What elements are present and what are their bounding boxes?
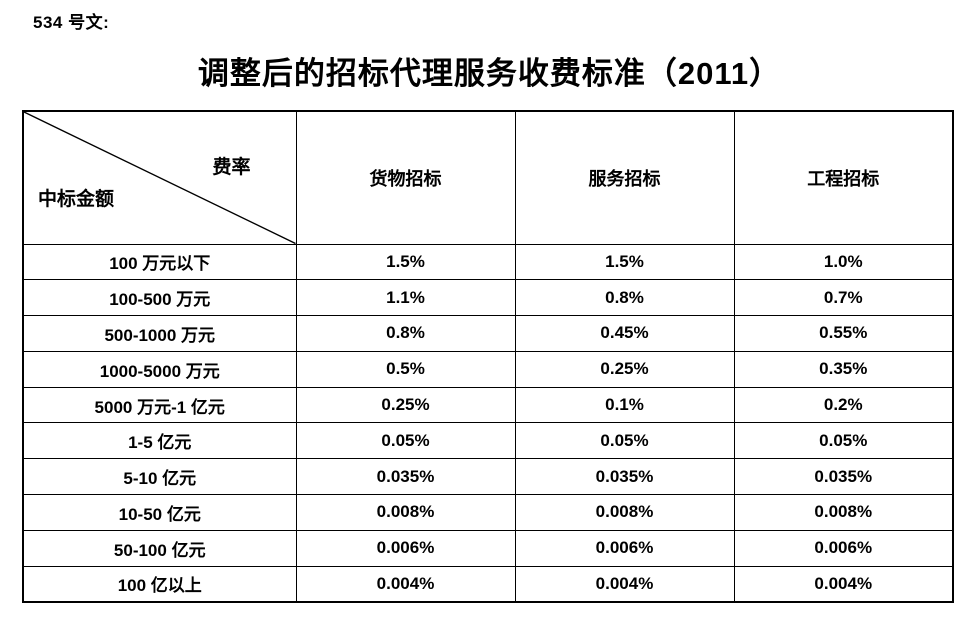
fee-cell: 0.008% <box>733 494 954 531</box>
page-title: 调整后的招标代理服务收费标准（2011） <box>197 56 782 91</box>
row-label: 1000-5000 万元 <box>22 350 297 388</box>
row-label: 5000 万元-1 亿元 <box>22 386 297 424</box>
row-label: 1-5 亿元 <box>22 422 297 460</box>
fee-cell: 1.0% <box>733 243 954 281</box>
fee-cell: 0.035% <box>295 458 516 496</box>
column-header-engineering-bidding: 工程招标 <box>733 110 954 245</box>
corner-header-cell: 费率 中标金额 <box>22 110 297 245</box>
fee-cell: 0.45% <box>514 315 735 352</box>
fee-cell: 0.8% <box>295 315 516 352</box>
table-row: 50-100 亿元 0.006% 0.006% 0.006% <box>22 529 954 567</box>
fee-cell: 0.004% <box>514 565 735 603</box>
table-header-row: 费率 中标金额 货物招标 服务招标 工程招标 <box>22 110 954 245</box>
fee-cell: 0.006% <box>733 529 954 567</box>
diagonal-line <box>24 112 296 244</box>
table-row: 100 亿以上 0.004% 0.004% 0.004% <box>22 565 954 603</box>
fee-cell: 0.008% <box>514 494 735 531</box>
table-row: 5-10 亿元 0.035% 0.035% 0.035% <box>22 458 954 496</box>
fee-cell: 0.004% <box>733 565 954 603</box>
fee-cell: 0.35% <box>733 350 954 388</box>
fee-cell: 0.008% <box>295 494 516 531</box>
row-label: 10-50 亿元 <box>22 494 297 531</box>
column-header-goods-bidding: 货物招标 <box>295 110 516 245</box>
fee-cell: 0.05% <box>295 422 516 460</box>
row-label: 100 亿以上 <box>22 565 297 603</box>
fee-cell: 0.25% <box>295 386 516 424</box>
fee-cell: 0.1% <box>514 386 735 424</box>
fee-cell: 0.035% <box>514 458 735 496</box>
fee-cell: 1.5% <box>295 243 516 281</box>
fee-cell: 0.006% <box>295 529 516 567</box>
fee-cell: 0.004% <box>295 565 516 603</box>
table-row: 1000-5000 万元 0.5% 0.25% 0.35% <box>22 350 954 388</box>
table-row: 10-50 亿元 0.008% 0.008% 0.008% <box>22 494 954 531</box>
corner-label-bid-amount: 中标金额 <box>38 189 115 210</box>
corner-label-rate: 费率 <box>212 157 251 178</box>
table-row: 500-1000 万元 0.8% 0.45% 0.55% <box>22 315 954 352</box>
fee-cell: 0.5% <box>295 350 516 388</box>
table-row: 1-5 亿元 0.05% 0.05% 0.05% <box>22 422 954 460</box>
table-row: 100 万元以下 1.5% 1.5% 1.0% <box>22 243 954 281</box>
row-label: 100-500 万元 <box>22 279 297 317</box>
table-row: 5000 万元-1 亿元 0.25% 0.1% 0.2% <box>22 386 954 424</box>
column-header-service-bidding: 服务招标 <box>514 110 735 245</box>
fee-cell: 0.035% <box>733 458 954 496</box>
fee-cell: 1.1% <box>295 279 516 317</box>
fee-cell: 1.5% <box>514 243 735 281</box>
fee-cell: 0.7% <box>733 279 954 317</box>
fee-cell: 0.8% <box>514 279 735 317</box>
fee-cell: 0.05% <box>733 422 954 460</box>
row-label: 500-1000 万元 <box>22 315 297 352</box>
fee-cell: 0.55% <box>733 315 954 352</box>
fee-rate-table: 费率 中标金额 货物招标 服务招标 工程招标 100 万元以下 1.5% 1.5… <box>22 110 954 603</box>
doc-number-label: 534 号文: <box>33 13 110 32</box>
fee-cell: 0.006% <box>514 529 735 567</box>
fee-cell: 0.2% <box>733 386 954 424</box>
fee-cell: 0.05% <box>514 422 735 460</box>
row-label: 5-10 亿元 <box>22 458 297 496</box>
fee-cell: 0.25% <box>514 350 735 388</box>
row-label: 50-100 亿元 <box>22 529 297 567</box>
table-row: 100-500 万元 1.1% 0.8% 0.7% <box>22 279 954 317</box>
row-label: 100 万元以下 <box>22 243 297 281</box>
